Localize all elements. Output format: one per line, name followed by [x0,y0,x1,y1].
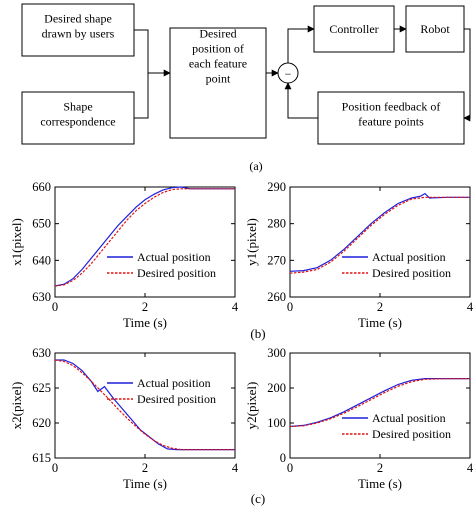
series-line-actual [54,186,235,287]
label-line: Position feedback of [342,100,441,114]
plot-frame [289,186,471,298]
plot-frame [289,352,471,459]
legend-label: Desired position [137,392,216,406]
label-line: each feature [189,57,247,71]
feedback-label: Position feedback of feature points [342,100,441,129]
x-tick-label: 2 [377,461,383,475]
x-tick-label: 0 [52,300,58,314]
y-tick-label: 650 [32,217,51,231]
y-axis-label: x2(pixel) [9,382,24,430]
y-axis-label: y2(pixel) [244,382,259,430]
y-axis-label: x1(pixel) [9,218,24,266]
label-line: correspondence [40,115,115,129]
legend-label: Actual position [137,376,211,390]
y-tick-label: 640 [32,253,51,267]
y-tick-label: 615 [32,451,51,465]
series-line-actual [289,192,470,272]
series-line-desired [54,359,235,451]
controller-label: Controller [329,22,378,36]
label-line: drawn by users [42,27,115,41]
y-tick-label: 280 [267,217,286,231]
series-line-desired [289,196,470,274]
desired-position-label: Desired position of each feature point [189,27,247,86]
y-axis-label: y1(pixel) [244,218,259,266]
correspondence-label: Shape correspondence [40,100,115,129]
block-diagram [21,3,471,145]
label-line: Shape [63,100,92,114]
y-tick-label: 290 [267,180,286,194]
y-tick-label: 300 [267,346,286,360]
legend-label: Actual position [372,250,446,264]
summing-sign: − [285,67,292,81]
series-line-actual [55,359,235,451]
user-shape-label: Desired shape drawn by users [42,12,115,41]
label-line: point [206,72,231,86]
chart-y1: 0 2 4 260 270 280 290 Time (s) y1(pixel) Actual p… [244,180,474,330]
chart-x1: 0 2 4 630 640 650 660 Time (s) x1(pixel) Actual p… [9,180,239,330]
label-line: position of [192,42,244,56]
x-tick-label: 4 [467,461,474,475]
x-tick-label: 4 [467,300,474,314]
chart-y2: 0 2 4 0 100 200 300 Time (s) y2(pixel) Actual pos… [244,346,474,491]
legend-label: Desired position [372,266,451,280]
label-line: feature points [358,115,424,129]
x-axis-label: Time (s) [358,476,402,491]
x-tick-label: 0 [287,461,293,475]
x-tick-label: 2 [377,300,383,314]
caption-a: (a) [249,159,262,173]
y-tick-label: 660 [32,180,51,194]
x-axis-label: Time (s) [123,476,167,491]
caption-c: (c) [251,491,265,506]
caption-b: (b) [250,326,265,341]
x-axis-label: Time (s) [358,315,402,330]
label-line: Desired shape [44,12,112,26]
series-line-actual [289,378,470,428]
x-tick-label: 0 [287,300,293,314]
legend-label: Actual position [372,411,446,425]
y-tick-label: 0 [280,451,286,465]
label-line: Desired [199,27,236,41]
y-tick-label: 260 [267,290,286,304]
y-tick-label: 200 [267,381,286,395]
block-diagram-labels: Desired shape drawn by users Shape corresp… [40,12,450,174]
series-line-desired [289,378,470,428]
x-tick-label: 2 [142,300,148,314]
chart-x2: 0 2 4 615 620 625 630 Time (s) x2(pixel) Actual p… [9,346,239,491]
y-tick-label: 630 [32,290,51,304]
legend-label: Desired position [372,427,451,441]
robot-label: Robot [420,22,450,36]
x-tick-label: 2 [142,461,148,475]
x-tick-label: 4 [232,300,239,314]
x-axis-label: Time (s) [123,315,167,330]
legend-label: Actual position [137,250,211,264]
series-line-desired [54,188,235,287]
y-tick-label: 100 [267,416,286,430]
y-tick-label: 270 [267,253,286,267]
y-tick-label: 620 [32,416,51,430]
x-tick-label: 0 [52,461,58,475]
legend-label: Desired position [137,266,216,280]
y-tick-label: 630 [32,346,51,360]
desired-position-box [169,27,267,139]
y-tick-label: 625 [32,381,51,395]
x-tick-label: 4 [232,461,239,475]
